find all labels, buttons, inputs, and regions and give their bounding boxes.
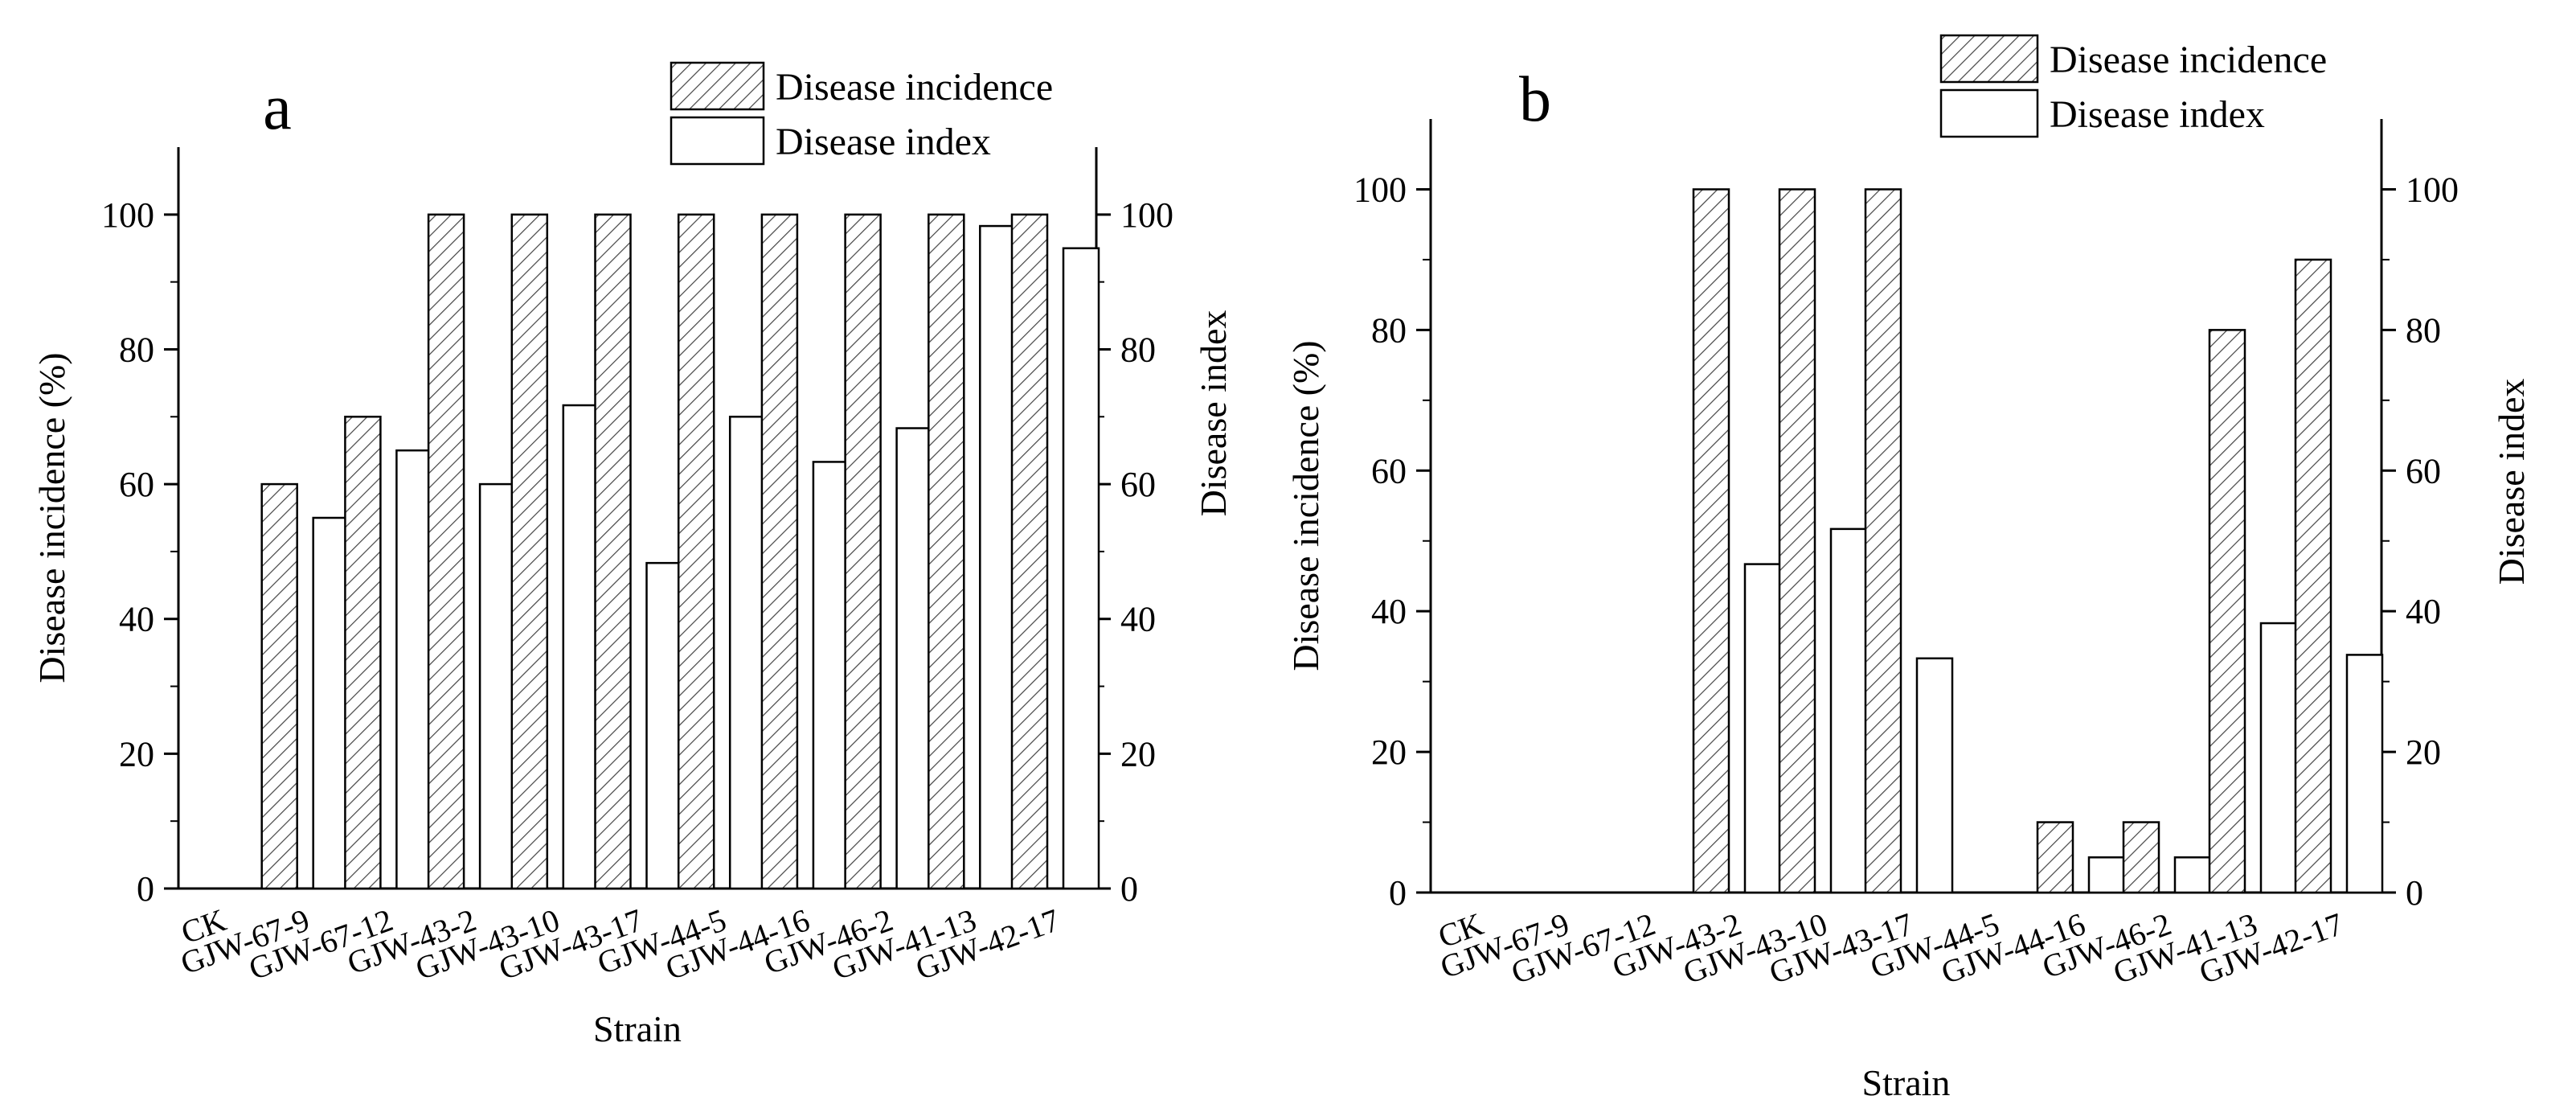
bar-index-GJW-43-2 [1743,563,1782,894]
legend-label-incidence: Disease incidence [776,66,1053,109]
left-y-tick-label: 40 [119,600,154,639]
left-y-tick-label: 40 [1371,592,1407,631]
left-y-tick-label: 20 [119,734,154,774]
bar-index-GJW-44-5 [728,416,767,890]
legend-swatch-index [1939,88,2039,138]
bar-index-GJW-43-10 [562,404,600,890]
left-y-tick-label: 80 [1371,310,1407,350]
left-y-tick-label: 60 [119,465,154,504]
legend-swatch-index [670,116,765,166]
right-y-tick-label: 40 [2406,592,2441,631]
bar-index-GJW-41-13 [2259,622,2298,894]
bar-index-GJW-43-10 [1829,527,1868,894]
bar-incidence-GJW-43-10 [1778,188,1816,894]
bar-incidence-GJW-43-17 [594,213,632,890]
bar-incidence-GJW-44-16 [2036,821,2074,894]
left-y-axis-title: Disease incidence (%) [1285,340,1326,671]
left-y-tick-label: 100 [1354,170,1407,209]
bar-incidence-GJW-43-2 [427,213,465,890]
bar-incidence-GJW-44-5 [677,213,715,890]
left-y-tick-label: 20 [1371,733,1407,772]
bar-index-GJW-44-16 [2087,856,2126,894]
x-axis-title: Strain [1862,1062,1951,1100]
left-y-tick-label: 100 [101,195,154,235]
bar-incidence-GJW-41-13 [2208,329,2246,894]
right-y-tick-label: 100 [1120,195,1173,235]
bar-incidence-GJW-43-2 [1692,188,1730,894]
legend: Disease incidence Disease index [670,61,1053,166]
bar-incidence-GJW-43-10 [510,213,549,890]
right-y-tick-label: 20 [1120,734,1156,774]
legend: Disease incidence Disease index [1939,34,2327,138]
bar-index-GJW-44-16 [812,461,850,890]
bar-index-GJW-41-13 [979,224,1017,890]
bar-incidence-GJW-41-13 [928,213,965,890]
bar-index-GJW-43-17 [1915,657,1954,894]
bar-incidence-GJW-42-17 [2294,258,2332,894]
bar-incidence-GJW-67-12 [344,416,382,890]
left-y-tick-label: 0 [1389,873,1407,913]
right-y-tick-label: 0 [2406,873,2423,913]
bar-index-GJW-46-2 [895,427,933,890]
bar-index-GJW-43-2 [478,482,517,890]
left-y-tick-label: 80 [119,330,154,369]
bar-index-GJW-46-2 [2173,856,2212,894]
right-y-axis-title: Disease index [1193,310,1234,517]
legend-label-index: Disease index [776,121,991,163]
bar-index-GJW-42-17 [1062,247,1100,890]
panel-label: a [263,72,292,143]
bar-incidence-GJW-44-16 [760,213,799,890]
right-y-tick-label: 60 [1120,465,1156,504]
bar-incidence-GJW-43-17 [1864,188,1902,894]
legend-swatch-incidence [1939,34,2039,84]
left-y-tick-label: 0 [137,869,154,909]
left-y-axis-title: Disease incidence (%) [31,352,72,683]
panel-label: b [1519,64,1551,135]
right-y-axis-title: Disease index [2491,379,2532,585]
x-axis-title: Strain [593,1008,682,1049]
left-y-tick-label: 60 [1371,451,1407,490]
legend-label-index: Disease index [2050,93,2265,136]
legend-label-incidence: Disease incidence [2050,39,2327,81]
right-y-tick-label: 0 [1120,869,1138,909]
bar-index-GJW-42-17 [2345,654,2384,894]
legend-swatch-incidence [670,61,765,111]
right-y-tick-label: 20 [2406,733,2441,772]
bar-index-GJW-43-17 [645,561,683,890]
right-y-tick-label: 60 [2406,451,2441,490]
bar-incidence-GJW-46-2 [2122,821,2160,894]
right-y-tick-label: 80 [2406,310,2441,350]
bar-incidence-GJW-42-17 [1010,213,1049,890]
right-y-tick-label: 40 [1120,600,1156,639]
right-y-tick-label: 100 [2406,170,2459,209]
bar-incidence-GJW-46-2 [844,213,882,890]
right-y-tick-label: 80 [1120,330,1156,369]
bar-incidence-GJW-67-9 [260,482,298,890]
bar-index-GJW-67-12 [395,449,433,890]
bar-index-GJW-67-9 [312,516,350,890]
